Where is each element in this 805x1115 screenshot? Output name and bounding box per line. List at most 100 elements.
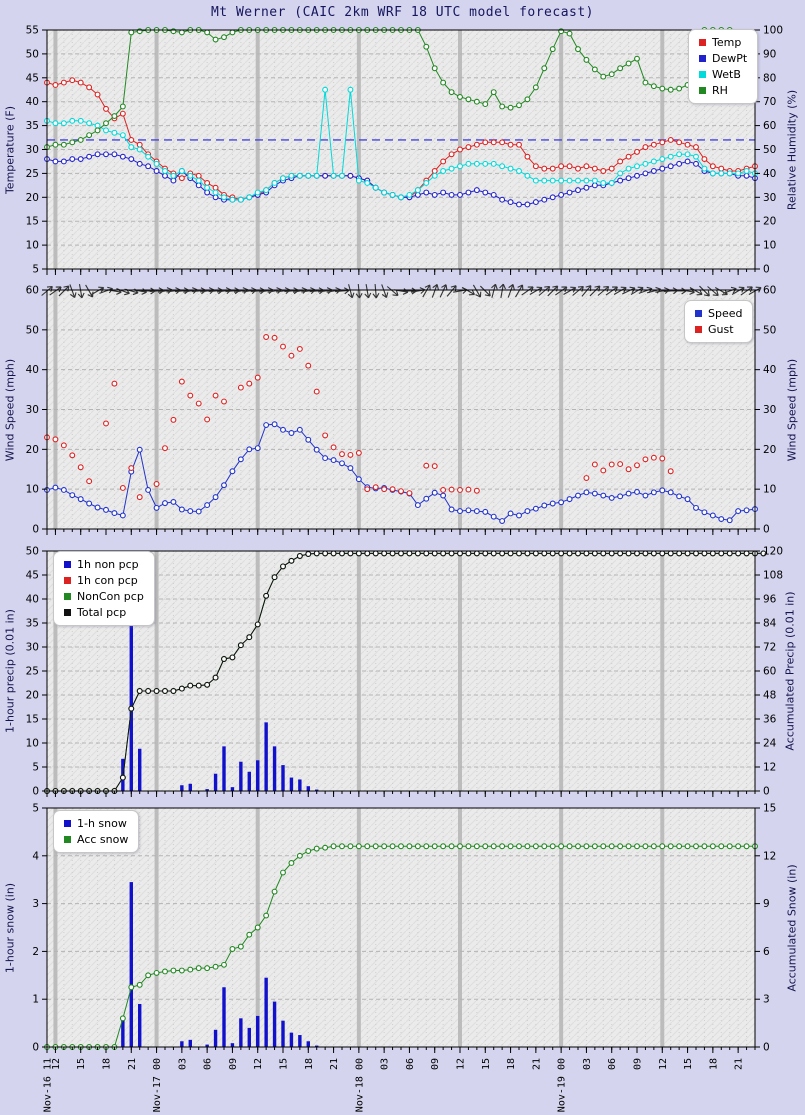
legend-item: Total pcp: [64, 606, 144, 619]
svg-text:15: 15: [763, 803, 776, 815]
svg-text:30: 30: [763, 404, 776, 416]
svg-text:80: 80: [763, 72, 776, 84]
svg-text:12: 12: [456, 1058, 467, 1070]
svg-text:35: 35: [26, 618, 39, 630]
svg-text:50: 50: [26, 324, 39, 336]
legend-item: Temp: [699, 36, 747, 49]
conpcp-swatch-icon: [64, 577, 71, 584]
svg-text:5: 5: [32, 264, 39, 276]
svg-text:10: 10: [26, 738, 39, 750]
svg-text:12: 12: [658, 1058, 669, 1070]
svg-text:120: 120: [763, 546, 783, 558]
legend-item: 1h con pcp: [64, 574, 144, 587]
svg-text:30: 30: [26, 144, 39, 156]
svg-text:50: 50: [26, 48, 39, 60]
legend-item: NonCon pcp: [64, 590, 144, 603]
svg-text:25: 25: [26, 666, 39, 678]
svg-text:0: 0: [763, 524, 770, 536]
svg-text:90: 90: [763, 48, 776, 60]
svg-text:03: 03: [177, 1058, 188, 1070]
svg-text:06: 06: [607, 1058, 618, 1070]
svg-text:3: 3: [32, 898, 39, 910]
svg-text:48: 48: [763, 690, 776, 702]
nonpcp-swatch-icon: [64, 561, 71, 568]
svg-text:03: 03: [582, 1058, 593, 1070]
noncon-swatch-icon: [64, 593, 71, 600]
svg-text:2: 2: [32, 946, 39, 958]
svg-text:0: 0: [32, 524, 39, 536]
svg-text:30: 30: [26, 404, 39, 416]
dewpt-swatch-icon: [699, 55, 706, 62]
svg-text:60: 60: [26, 285, 39, 297]
svg-text:12: 12: [763, 762, 776, 774]
svg-text:5: 5: [32, 803, 39, 815]
svg-text:25: 25: [26, 168, 39, 180]
svg-text:100: 100: [763, 25, 783, 37]
svg-text:21: 21: [329, 1058, 340, 1070]
svg-text:09: 09: [633, 1058, 644, 1070]
svg-text:35: 35: [26, 120, 39, 132]
axis-label-snow-right: Accumulated Snow (in): [785, 864, 799, 992]
svg-text:12: 12: [253, 1058, 264, 1070]
svg-text:20: 20: [763, 216, 776, 228]
svg-text:18: 18: [506, 1058, 517, 1070]
axis-label-humidity: Relative Humidity (%): [785, 89, 799, 211]
axis-label-wind-right: Wind Speed (mph): [785, 358, 799, 462]
accsnow-swatch-icon: [64, 836, 71, 843]
svg-text:03: 03: [380, 1058, 391, 1070]
speed-swatch-icon: [695, 310, 702, 317]
totalpcp-swatch-icon: [64, 609, 71, 616]
svg-text:60: 60: [763, 120, 776, 132]
svg-text:Nov-19 00: Nov-19 00: [557, 1058, 568, 1112]
svg-text:10: 10: [26, 240, 39, 252]
legend-item: Gust: [695, 323, 742, 336]
svg-text:24: 24: [763, 738, 777, 750]
svg-text:20: 20: [26, 192, 39, 204]
svg-text:108: 108: [763, 570, 783, 582]
svg-text:0: 0: [763, 786, 770, 798]
legend-item: RH: [699, 84, 747, 97]
legend-precip-panel: 1h non pcp 1h con pcp NonCon pcp Total p…: [53, 551, 155, 626]
svg-text:15: 15: [26, 714, 39, 726]
legend-wind-panel: Speed Gust: [684, 300, 754, 343]
axis-label-temperature: Temperature (F): [3, 105, 17, 195]
svg-text:70: 70: [763, 96, 776, 108]
svg-text:15: 15: [76, 1058, 87, 1070]
svg-text:21: 21: [531, 1058, 542, 1070]
temp-swatch-icon: [699, 39, 706, 46]
svg-text:4: 4: [32, 850, 39, 862]
svg-text:45: 45: [26, 72, 39, 84]
svg-text:0: 0: [32, 786, 39, 798]
wetb-swatch-icon: [699, 71, 706, 78]
svg-text:0: 0: [32, 1042, 39, 1054]
svg-text:96: 96: [763, 594, 777, 606]
legend-item: WetB: [699, 68, 747, 81]
svg-text:Nov-18 00: Nov-18 00: [354, 1058, 365, 1112]
legend-item: 1-h snow: [64, 817, 128, 830]
axis-label-precip-left: 1-hour precip (0.01 in): [3, 609, 17, 733]
svg-text:Nov-17 00: Nov-17 00: [152, 1058, 163, 1112]
svg-text:21: 21: [734, 1058, 745, 1070]
svg-text:40: 40: [26, 364, 39, 376]
svg-text:5: 5: [32, 762, 39, 774]
svg-text:18: 18: [708, 1058, 719, 1070]
legend-temp-panel: Temp DewPt WetB RH: [688, 29, 759, 104]
svg-text:0: 0: [763, 1042, 770, 1054]
legend-item: DewPt: [699, 52, 747, 65]
svg-text:18: 18: [304, 1058, 315, 1070]
svg-text:Nov-16 11: Nov-16 11: [43, 1058, 54, 1112]
svg-text:36: 36: [763, 714, 777, 726]
snow1h-swatch-icon: [64, 820, 71, 827]
svg-text:40: 40: [763, 364, 776, 376]
axis-label-wind-left: Wind Speed (mph): [3, 358, 17, 462]
svg-text:72: 72: [763, 642, 776, 654]
svg-text:21: 21: [127, 1058, 138, 1070]
svg-text:9: 9: [763, 898, 770, 910]
svg-text:15: 15: [26, 216, 39, 228]
svg-text:55: 55: [26, 25, 39, 37]
svg-text:18: 18: [102, 1058, 113, 1070]
svg-text:40: 40: [763, 168, 776, 180]
svg-text:30: 30: [763, 192, 776, 204]
legend-item: Acc snow: [64, 833, 128, 846]
